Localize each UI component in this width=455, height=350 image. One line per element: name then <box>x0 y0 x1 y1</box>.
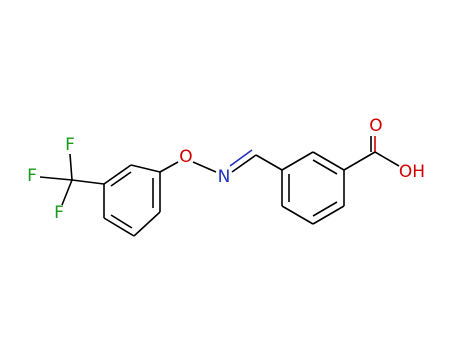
atom-label: F <box>54 203 64 223</box>
atom-label: O <box>369 116 382 136</box>
atom-label: F <box>27 166 37 186</box>
atom-label: F <box>65 135 75 155</box>
atom-label: OH <box>399 162 425 182</box>
atom-label: O <box>179 147 192 167</box>
atom-label: N <box>218 167 231 187</box>
bonds <box>39 136 400 237</box>
